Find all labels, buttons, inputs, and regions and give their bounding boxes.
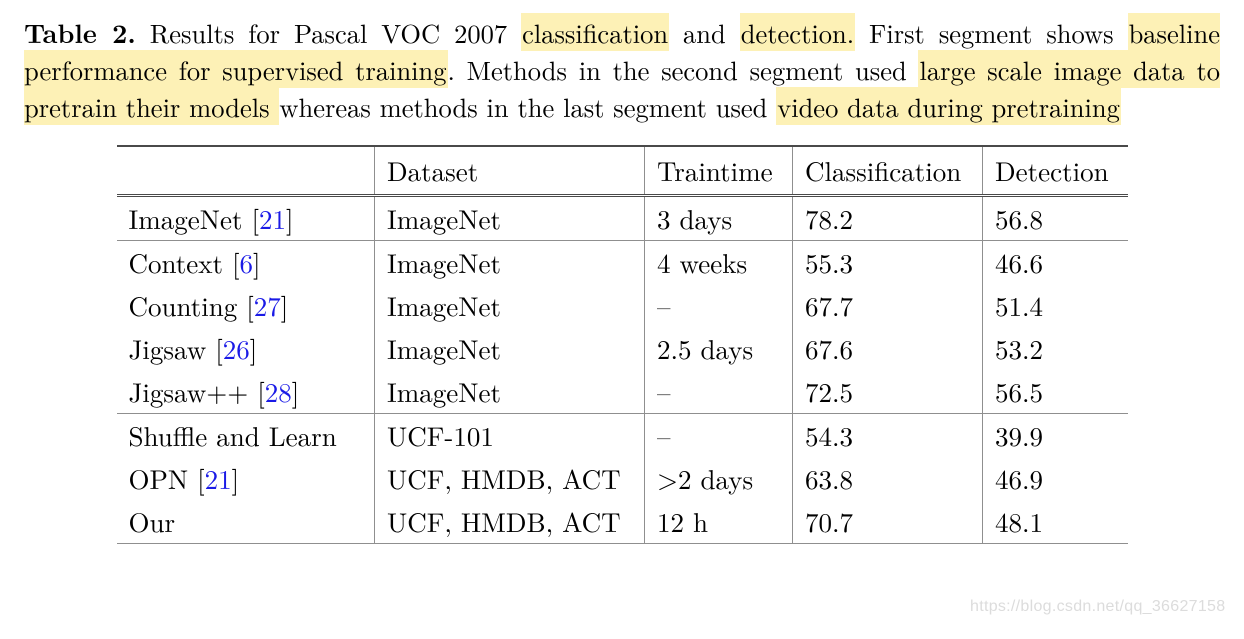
cell-dataset: ImageNet bbox=[375, 241, 645, 285]
col-detection: Detection bbox=[983, 146, 1128, 196]
cell-traintime: >2 days bbox=[645, 457, 793, 500]
cell-dataset: UCF, HMDB, ACT bbox=[375, 457, 645, 500]
cell-traintime: 3 days bbox=[645, 196, 793, 241]
citation-link[interactable]: 26 bbox=[223, 329, 250, 367]
table-row: Jigsaw [26]ImageNet2.5 days67.653.2 bbox=[117, 327, 1128, 370]
cell-detection: 51.4 bbox=[983, 284, 1128, 327]
cell-classification: 54.3 bbox=[793, 414, 983, 458]
table-row: Counting [27]ImageNet–67.751.4 bbox=[117, 284, 1128, 327]
cell-detection: 46.6 bbox=[983, 241, 1128, 285]
method-name: Context bbox=[129, 243, 224, 281]
cell-classification: 67.6 bbox=[793, 327, 983, 370]
cell-method: OPN [21] bbox=[117, 457, 375, 500]
citation-link[interactable]: 27 bbox=[254, 286, 281, 324]
table-row: Shuffle and Learn UCF-101–54.339.9 bbox=[117, 414, 1128, 458]
cell-traintime: – bbox=[645, 414, 793, 458]
cell-method: Our bbox=[117, 500, 375, 544]
col-traintime: Traintime bbox=[645, 146, 793, 196]
col-dataset: Dataset bbox=[375, 146, 645, 196]
table-row: OPN [21]UCF, HMDB, ACT>2 days63.846.9 bbox=[117, 457, 1128, 500]
cell-traintime: – bbox=[645, 370, 793, 414]
caption-text: . Methods in the second segment used bbox=[448, 50, 919, 88]
method-name: Shuffle and Learn bbox=[129, 416, 337, 454]
cell-method: Jigsaw++ [28] bbox=[117, 370, 375, 414]
caption-highlight: video data during pretraining bbox=[776, 87, 1121, 125]
cell-detection: 46.9 bbox=[983, 457, 1128, 500]
citation-link[interactable]: 21 bbox=[259, 199, 286, 237]
table-row: ImageNet [21]ImageNet3 days78.256.8 bbox=[117, 196, 1128, 241]
cell-traintime: 12 h bbox=[645, 500, 793, 544]
cell-traintime: – bbox=[645, 284, 793, 327]
table-caption: Table 2. Results for Pascal VOC 2007 cla… bbox=[24, 14, 1220, 125]
cell-method: Shuffle and Learn bbox=[117, 414, 375, 458]
cell-dataset: ImageNet bbox=[375, 196, 645, 241]
cell-method: Counting [27] bbox=[117, 284, 375, 327]
cell-dataset: ImageNet bbox=[375, 327, 645, 370]
cell-method: Context [6] bbox=[117, 241, 375, 285]
caption-text: whereas methods in the last segment used bbox=[279, 87, 776, 125]
cell-method: ImageNet [21] bbox=[117, 196, 375, 241]
watermark-text: https://blog.csdn.net/qq_36627158 bbox=[970, 598, 1225, 616]
caption-label: Table 2. bbox=[24, 13, 136, 51]
caption-highlight: detection. bbox=[740, 13, 855, 51]
cell-detection: 39.9 bbox=[983, 414, 1128, 458]
results-table: Dataset Traintime Classification Detecti… bbox=[117, 145, 1128, 544]
cell-classification: 70.7 bbox=[793, 500, 983, 544]
table-row: Jigsaw++ [28]ImageNet–72.556.5 bbox=[117, 370, 1128, 414]
citation-link[interactable]: 6 bbox=[240, 243, 254, 281]
cell-detection: 56.8 bbox=[983, 196, 1128, 241]
cell-traintime: 2.5 days bbox=[645, 327, 793, 370]
cell-detection: 53.2 bbox=[983, 327, 1128, 370]
table-row: Our UCF, HMDB, ACT12 h70.748.1 bbox=[117, 500, 1128, 544]
cell-dataset: UCF, HMDB, ACT bbox=[375, 500, 645, 544]
cell-classification: 72.5 bbox=[793, 370, 983, 414]
cell-method: Jigsaw [26] bbox=[117, 327, 375, 370]
method-name: Jigsaw++ bbox=[129, 372, 249, 410]
method-name: Counting bbox=[129, 286, 238, 324]
method-name: Jigsaw bbox=[129, 329, 207, 367]
caption-text: Results for Pascal VOC 2007 bbox=[136, 13, 521, 51]
cell-traintime: 4 weeks bbox=[645, 241, 793, 285]
table-header-row: Dataset Traintime Classification Detecti… bbox=[117, 146, 1128, 196]
citation-link[interactable]: 28 bbox=[265, 372, 292, 410]
cell-dataset: UCF-101 bbox=[375, 414, 645, 458]
cell-detection: 48.1 bbox=[983, 500, 1128, 544]
cell-dataset: ImageNet bbox=[375, 370, 645, 414]
cell-dataset: ImageNet bbox=[375, 284, 645, 327]
cell-classification: 55.3 bbox=[793, 241, 983, 285]
cell-detection: 56.5 bbox=[983, 370, 1128, 414]
cell-classification: 63.8 bbox=[793, 457, 983, 500]
caption-highlight: classification bbox=[521, 13, 669, 51]
table-row: Context [6]ImageNet4 weeks55.346.6 bbox=[117, 241, 1128, 285]
method-name: OPN bbox=[129, 459, 189, 497]
col-method bbox=[117, 146, 375, 196]
page: Table 2. Results for Pascal VOC 2007 cla… bbox=[0, 0, 1244, 564]
citation-link[interactable]: 21 bbox=[205, 459, 232, 497]
cell-classification: 67.7 bbox=[793, 284, 983, 327]
method-name: ImageNet bbox=[129, 199, 243, 237]
col-classification: Classification bbox=[793, 146, 983, 196]
method-name: Our bbox=[129, 502, 176, 540]
caption-text: and bbox=[669, 13, 740, 51]
caption-text: First segment shows bbox=[855, 13, 1127, 51]
cell-classification: 78.2 bbox=[793, 196, 983, 241]
